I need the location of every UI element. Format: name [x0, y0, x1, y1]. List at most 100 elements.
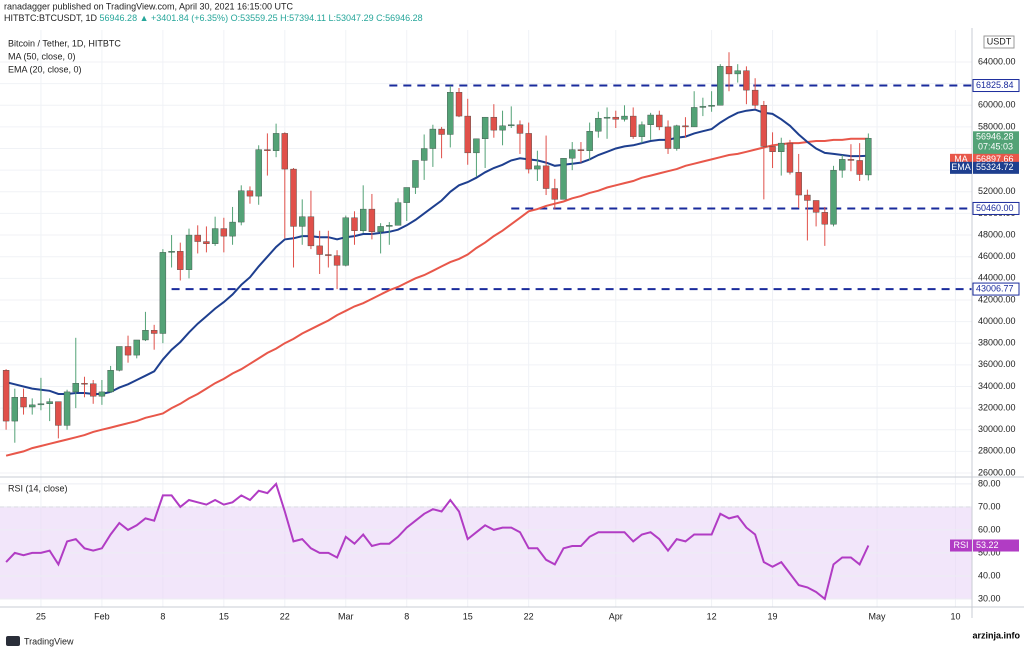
candle-body: [516, 124, 524, 134]
low: L:53047.29: [329, 13, 374, 23]
candle-body: [238, 190, 245, 223]
countdown: 07:45:03: [978, 142, 1013, 152]
candle-body: [386, 225, 393, 227]
candle-body: [743, 70, 750, 91]
x-tick-label: 15: [463, 611, 473, 621]
candle-body: [124, 346, 132, 356]
candle-body: [412, 160, 419, 188]
x-tick-label: 10: [950, 611, 960, 621]
candle-body: [11, 397, 19, 422]
logo: TradingView: [6, 636, 74, 646]
indicator-line: [5, 481, 870, 601]
symbol: HITBTC:BTCUSDT, 1D: [4, 13, 98, 23]
legend-ema: EMA (20, close, 0): [8, 64, 82, 74]
candle-body: [447, 92, 454, 135]
unit: USDT: [987, 36, 1012, 46]
rsi-tick-label: 40.00: [978, 570, 1001, 580]
level-tag: [972, 201, 1020, 215]
x-tick-label: 12: [707, 611, 717, 621]
x-tick-label: 19: [768, 611, 778, 621]
y-tick-label: 60000.00: [978, 100, 1016, 110]
legend-ma: MA (50, close, 0): [8, 51, 76, 61]
candle-body: [281, 133, 289, 170]
series-tag-bg: [973, 539, 1019, 552]
candle-body: [847, 159, 855, 161]
unit-box: [983, 35, 1015, 49]
x-tick-label: 22: [280, 611, 290, 621]
candle-body: [534, 165, 541, 170]
candle-body: [603, 116, 611, 119]
indicator-line: [5, 137, 869, 457]
candle-body: [778, 142, 785, 152]
candle-body: [98, 391, 106, 397]
close: C:56946.28: [376, 13, 423, 23]
candle-body: [455, 92, 463, 117]
candle-body: [760, 105, 768, 147]
indicator-line: [5, 108, 869, 395]
candle-body: [560, 158, 567, 200]
last-price-tag: [973, 131, 1019, 155]
open: O:53559.25: [231, 13, 278, 23]
level-tag-label: 50460.00: [976, 203, 1014, 213]
candle-body: [481, 116, 489, 140]
plot-area: [0, 30, 972, 607]
candle-body: [316, 245, 323, 255]
y-tick-label: 34000.00: [978, 381, 1016, 391]
y-tick-label: 38000.00: [978, 338, 1016, 348]
candle-body: [220, 228, 228, 237]
level-tag: [972, 79, 1020, 93]
candle-body: [81, 383, 88, 385]
rsi-tick-label: 50.00: [978, 547, 1001, 557]
quote-line: HITBTC:BTCUSDT, 1D 56946.28 ▲ +3401.84 (…: [4, 13, 423, 23]
level-tag-label: 61825.84: [976, 80, 1014, 90]
candle-body: [734, 70, 741, 75]
candle-body: [290, 168, 297, 227]
candle-body: [37, 403, 45, 406]
y-tick-label: 48000.00: [978, 229, 1016, 239]
candle-body: [751, 89, 759, 106]
candle-body: [142, 330, 149, 341]
candle-body: [116, 346, 123, 371]
candle-body: [368, 208, 376, 233]
candle-body: [769, 146, 776, 152]
published-line: ranadagger published on TradingView.com,…: [4, 1, 294, 11]
candle-body: [211, 228, 219, 244]
candle-body: [473, 138, 480, 154]
candle-body: [856, 160, 863, 175]
candle-body: [272, 133, 280, 151]
candle-body: [490, 116, 498, 131]
x-tick-label: Mar: [338, 611, 354, 621]
candle-body: [664, 126, 672, 149]
rsi-tick-label: 70.00: [978, 501, 1001, 511]
y-tick-label: 58000.00: [978, 121, 1016, 131]
candle-body: [342, 217, 349, 266]
watermark: arzinja.info: [972, 630, 1020, 640]
candle-body: [377, 226, 384, 233]
candle-body: [420, 148, 428, 161]
candle-body: [438, 128, 445, 135]
series-tag-name: RSI: [953, 540, 968, 550]
series-tag-bg: [973, 161, 1019, 174]
candle-body: [586, 131, 593, 151]
candle-body: [325, 254, 332, 256]
candle-body: [264, 149, 271, 151]
candle-body: [29, 404, 36, 408]
x-tick-label: 8: [404, 611, 409, 621]
candle-body: [185, 234, 193, 270]
x-tick-label: May: [869, 611, 887, 621]
candle-body: [830, 169, 837, 225]
y-tick-label: 32000.00: [978, 402, 1016, 412]
candle-body: [682, 125, 689, 128]
candle-body: [150, 330, 158, 334]
candle-body: [55, 401, 62, 426]
candle-body: [638, 124, 646, 137]
candle-body: [612, 116, 619, 120]
candle-body: [577, 149, 585, 151]
y-tick-label: 26000.00: [978, 467, 1016, 477]
series-tag-name-bg: [950, 539, 972, 552]
candle-body: [333, 255, 341, 266]
candle-body: [647, 114, 654, 125]
watermark-bg: [826, 618, 1024, 651]
candle-body: [194, 234, 201, 242]
candle-body: [177, 251, 184, 270]
